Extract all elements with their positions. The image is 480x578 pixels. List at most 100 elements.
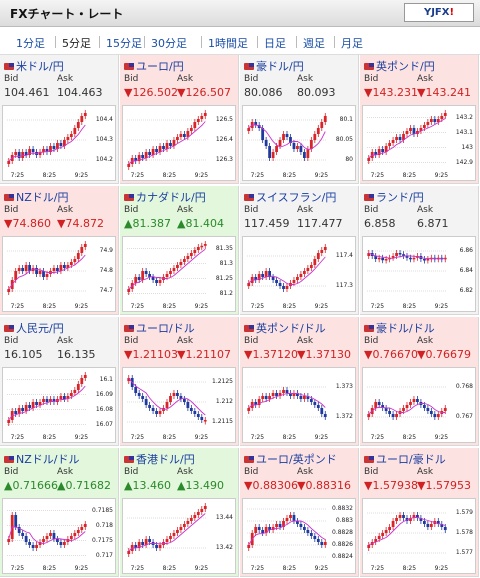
- candle: [409, 518, 412, 521]
- pair-name[interactable]: 豪ドル/ドル: [364, 320, 435, 336]
- rate-card[interactable]: 人民元/円 Bid 16.105 Ask 16.135 16.1 16.09 16.08 16.…: [0, 317, 119, 446]
- bid-label: Bid: [244, 336, 259, 346]
- price-chart[interactable]: 1.373 1.372 7:25 8:25 9:25: [242, 367, 356, 443]
- ask-label: Ask: [177, 74, 194, 84]
- rate-card[interactable]: 英ポンド/ドル Bid ▼1.37120 Ask ▼1.37130 1.373 1.372 7…: [240, 317, 359, 446]
- price-chart[interactable]: 104.4 104.3 104.2 7:25 8:25 9:25: [2, 105, 116, 181]
- pair-name[interactable]: ユーロ/ドル: [124, 320, 195, 336]
- price-chart[interactable]: 0.768 0.767 7:25 8:25 9:25: [362, 367, 476, 443]
- price-chart[interactable]: 16.1 16.09 16.08 16.07 7:25 8:25 9:25: [2, 367, 116, 443]
- tab-0[interactable]: 1分足: [16, 37, 45, 50]
- tab-7[interactable]: 月足: [341, 37, 363, 50]
- y-tick-label: 1.373: [335, 383, 353, 390]
- candle: [148, 152, 152, 155]
- price-chart[interactable]: 0.8832 0.883 0.8828 0.8826 0.8824 7:25 8:25 9:2…: [242, 498, 356, 574]
- candle: [247, 283, 251, 286]
- rate-card[interactable]: ユーロ/英ポンド Bid ▼0.88306 Ask ▼0.88316 0.8832 0.88…: [240, 448, 359, 577]
- candle: [316, 253, 320, 259]
- rate-card[interactable]: 豪ドル/ドル Bid ▼0.76670 Ask ▼0.76679 0.768 0.767 7:…: [360, 317, 479, 446]
- moving-average-line: [368, 118, 446, 159]
- pair-name[interactable]: 香港ドル/円: [124, 451, 195, 467]
- rate-card[interactable]: 香港ドル/円 Bid ▲13.460 Ask ▲13.490 13.44 13.42 7:25…: [120, 448, 239, 577]
- pair-name[interactable]: ユーロ/英ポンド: [244, 451, 337, 467]
- price-chart[interactable]: 143.2 143.1 143 142.9 7:25 8:25 9:25: [362, 105, 476, 181]
- rate-card[interactable]: 英ポンド/円 Bid ▼143.231 Ask ▼143.241 143.2 143.1 14…: [360, 55, 479, 184]
- candle: [285, 286, 289, 289]
- ask-price: ▼1.37130: [297, 348, 351, 361]
- rate-card[interactable]: ユーロ/豪ドル Bid ▼1.57938 Ask ▼1.57953 1.579 1.578 1…: [360, 448, 479, 577]
- pair-name[interactable]: 人民元/円: [4, 320, 64, 336]
- rate-card[interactable]: ランド/円 Bid 6.858 Ask 6.871 6.86 6.84 6.82 7:25 8:2…: [360, 186, 479, 315]
- pair-name[interactable]: 豪ドル/円: [244, 58, 304, 74]
- chart-svg: [7, 110, 87, 167]
- rate-card[interactable]: 豪ドル/円 Bid 80.086 Ask 80.093 80.1 80.05 80 7:25 8:…: [240, 55, 359, 184]
- pair-name-text: ランド/円: [376, 191, 424, 204]
- pair-name[interactable]: ユーロ/円: [124, 58, 184, 74]
- candle: [169, 143, 172, 146]
- tab-1[interactable]: 5分足: [62, 37, 91, 50]
- flag-icon: [124, 456, 134, 463]
- bid-price: ▼1.57938: [364, 479, 418, 492]
- pair-name[interactable]: 米ドル/円: [4, 58, 64, 74]
- price-chart[interactable]: 1.2125 1.212 1.2115 7:25 8:25 9:25: [122, 367, 236, 443]
- pair-name[interactable]: NZドル/ドル: [4, 451, 79, 467]
- x-tick-label: 9:25: [314, 303, 329, 310]
- price-chart[interactable]: 6.86 6.84 6.82 7:25 8:25 9:25: [362, 236, 476, 312]
- price-chart[interactable]: 0.7185 0.718 0.7175 0.717 7:25 8:25 9:25: [2, 498, 116, 574]
- tab-5[interactable]: 日足: [264, 37, 286, 50]
- y-tick-label: 104.4: [95, 116, 113, 123]
- candle: [402, 134, 405, 140]
- rate-card[interactable]: NZドル/ドル Bid ▲0.71666 Ask ▲0.71682 0.7185 0.718…: [0, 448, 119, 577]
- pair-name-text: NZドル/円: [16, 191, 69, 204]
- price-chart[interactable]: 13.44 13.42 7:25 8:25 9:25: [122, 498, 236, 574]
- candle: [172, 140, 176, 146]
- ask-price: ▲81.404: [177, 217, 224, 230]
- tab-2[interactable]: 15分足: [106, 37, 142, 50]
- y-tick-label: 16.07: [95, 420, 113, 428]
- candle: [76, 253, 80, 259]
- rate-card[interactable]: ユーロ/円 Bid ▼126.502 Ask ▼126.507 126.5 126.4 126…: [120, 55, 239, 184]
- rate-card[interactable]: 米ドル/円 Bid 104.461 Ask 104.463 104.4 104.3 104.2…: [0, 55, 119, 184]
- tab-6[interactable]: 週足: [303, 37, 325, 50]
- bid-label: Bid: [124, 336, 139, 346]
- rate-card[interactable]: スイスフラン/円 Bid 117.459 Ask 117.477 117.4 117.3 7:…: [240, 186, 359, 315]
- candle: [282, 286, 285, 289]
- pair-name[interactable]: NZドル/円: [4, 189, 68, 205]
- pair-name[interactable]: ユーロ/豪ドル: [364, 451, 446, 467]
- candle: [377, 149, 381, 155]
- candle: [42, 539, 45, 542]
- tab-4[interactable]: 1時間足: [208, 37, 248, 50]
- yjfx-logo[interactable]: YJFX!: [404, 3, 474, 22]
- pair-name[interactable]: ランド/円: [364, 189, 424, 205]
- candle: [306, 530, 310, 533]
- moving-average-line: [368, 252, 446, 260]
- pair-name-text: ユーロ/英ポンド: [256, 453, 337, 466]
- y-tick-label: 1.212: [215, 398, 233, 405]
- price-chart[interactable]: 81.35 81.3 81.25 81.2 7:25 8:25 9:25: [122, 236, 236, 312]
- price-chart[interactable]: 80.1 80.05 80 7:25 8:25 9:25: [242, 105, 356, 181]
- candle: [158, 545, 162, 548]
- price-chart[interactable]: 74.9 74.8 74.7 7:25 8:25 9:25: [2, 236, 116, 312]
- price-chart[interactable]: 126.5 126.4 126.3 7:25 8:25 9:25: [122, 105, 236, 181]
- candle: [134, 387, 138, 393]
- candle: [52, 268, 56, 271]
- candle: [278, 524, 282, 527]
- pair-name[interactable]: 英ポンド/ドル: [244, 320, 326, 336]
- pair-name[interactable]: スイスフラン/円: [244, 189, 336, 205]
- candle: [381, 405, 385, 408]
- pair-name[interactable]: カナダドル/円: [124, 189, 206, 205]
- rate-card[interactable]: カナダドル/円 Bid ▲81.387 Ask ▲81.404 81.35 81.3 81.2…: [120, 186, 239, 315]
- pair-name[interactable]: 英ポンド/円: [364, 58, 435, 74]
- rate-card[interactable]: ユーロ/ドル Bid ▼1.21103 Ask ▼1.21107 1.2125 1.212 1…: [120, 317, 239, 446]
- candle: [309, 533, 313, 536]
- ask-price: ▲13.490: [177, 479, 224, 492]
- price-chart[interactable]: 117.4 117.3 7:25 8:25 9:25: [242, 236, 356, 312]
- chart-svg: [247, 508, 327, 558]
- price-chart[interactable]: 1.579 1.578 1.577 7:25 8:25 9:25: [362, 498, 476, 574]
- tab-3[interactable]: 30分足: [151, 37, 187, 50]
- bid-price: ▲0.71666: [4, 479, 58, 492]
- tab-separator: [55, 36, 56, 48]
- candle: [271, 393, 275, 396]
- pair-name-text: カナダドル/円: [136, 191, 206, 204]
- rate-card[interactable]: NZドル/円 Bid ▼74.860 Ask ▼74.872 74.9 74.8 74.7 7:…: [0, 186, 119, 315]
